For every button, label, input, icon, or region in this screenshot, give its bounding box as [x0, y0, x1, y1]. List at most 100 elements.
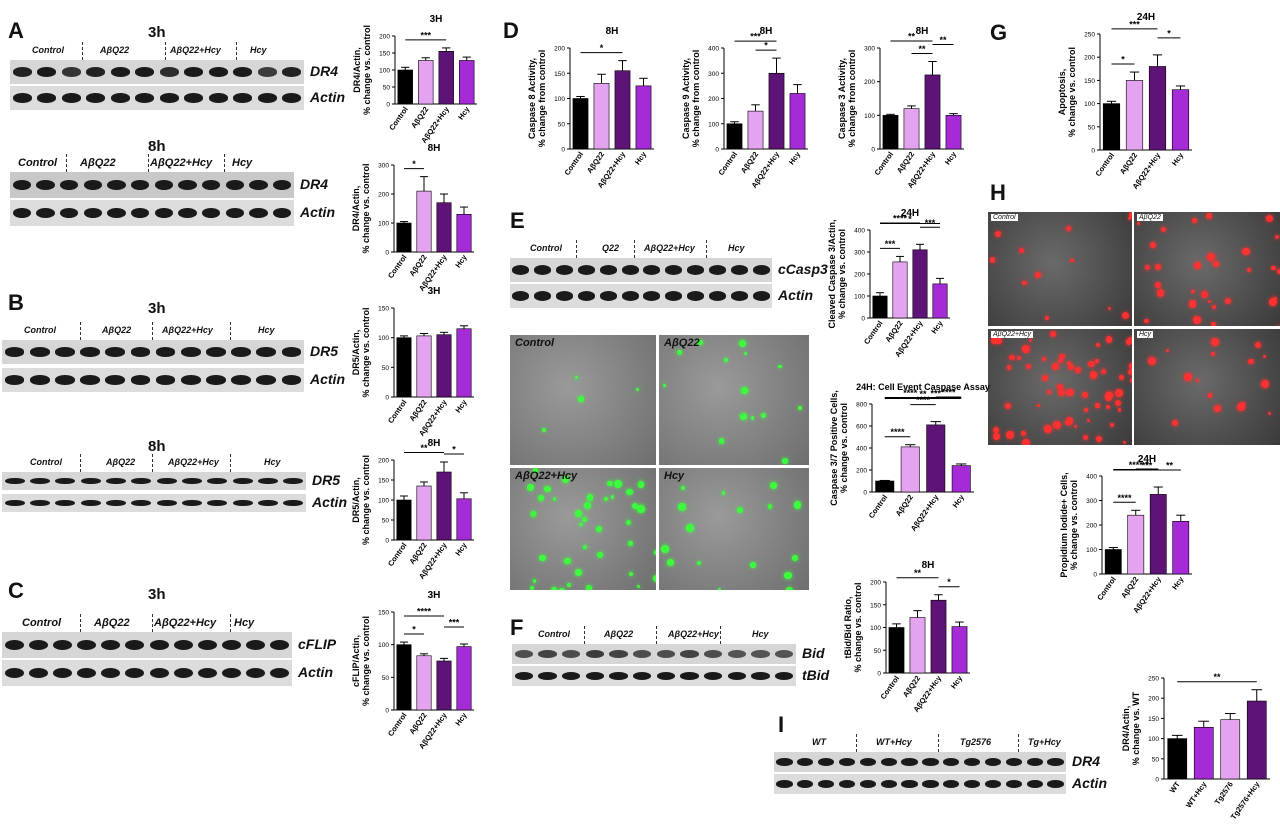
blot-band [173, 640, 193, 650]
blot-band [4, 499, 25, 507]
blot-band [256, 375, 277, 385]
fluorescent-cell [992, 426, 999, 433]
blot-band [149, 668, 169, 678]
y-tick-label: 600 [856, 424, 867, 431]
x-tick-label: Hcy [453, 540, 469, 557]
y-axis-label: DR4/Actin,% change vs. WT [1121, 691, 1141, 765]
blot-band [130, 180, 150, 190]
blot-separator [856, 734, 857, 752]
blot-band [222, 668, 241, 678]
blot-band [556, 265, 574, 275]
y-tick-label: 100 [378, 498, 389, 505]
blot-band [534, 265, 552, 275]
blot-band [599, 265, 617, 275]
y-tick-label: 0 [1091, 148, 1095, 155]
blot-band [83, 208, 103, 218]
bar [436, 334, 452, 398]
significance-label: * [600, 43, 604, 53]
y-axis-label-line: cFLIP/Actin, [351, 635, 361, 687]
fluorescent-cell [1114, 399, 1122, 407]
fluorescent-cell [1144, 318, 1149, 324]
blot-band [37, 67, 57, 77]
blot-band [107, 208, 126, 218]
x-tick-label: Hcy [929, 318, 945, 335]
blot-band [281, 347, 302, 357]
bar [768, 72, 785, 150]
blot-band [55, 477, 76, 485]
bar-chart: 3H DR5/Actin,% change vs. control 0 50 100 15… [351, 286, 474, 438]
y-axis-label: Caspase 3 Activity,% change from control [837, 50, 857, 148]
blot-band [12, 67, 32, 77]
blot-band [609, 650, 628, 658]
blot-band [105, 375, 126, 385]
blot-band [246, 640, 266, 650]
blot-protein-label: cFLIP [298, 636, 337, 652]
bar [396, 644, 412, 711]
blot-group-label: Control [18, 157, 58, 169]
fluorescent-cell [628, 541, 633, 546]
fluorescent-cell [697, 339, 703, 346]
fluorescent-cell [994, 230, 1002, 237]
blot-band [178, 180, 197, 190]
western-blot [774, 752, 1066, 794]
y-tick-label: 0 [877, 671, 881, 678]
blot-band [665, 291, 683, 301]
fluorescent-cell [1074, 366, 1081, 373]
y-tick-label: 300 [378, 163, 389, 170]
blot-strip [774, 752, 1066, 772]
micrograph: AβQ22 [659, 335, 809, 465]
fluorescent-cell [1066, 226, 1071, 232]
bar-chart: 8H tBid/Bid Ratio,% change vs. control 0 50… [843, 560, 970, 714]
bar [892, 261, 908, 319]
fluorescent-cell [1083, 435, 1089, 440]
blot-strip [774, 774, 1066, 794]
y-axis-label-line: Apoptosis, [1057, 69, 1067, 116]
fluorescent-cell [770, 482, 777, 489]
fluorescent-cell [1207, 299, 1212, 304]
fluorescent-cell [1121, 311, 1129, 319]
chart-title: 3H [428, 590, 441, 601]
blot-band [561, 672, 581, 680]
significance-label: * [412, 159, 416, 169]
blot-band [512, 291, 530, 301]
blot-group-label: Control [30, 457, 62, 467]
bar [1220, 719, 1241, 780]
blot-band [4, 375, 25, 385]
fluorescent-cell [1213, 404, 1222, 412]
y-axis-label-line: % change vs. control [1069, 480, 1079, 570]
blot-band [180, 347, 201, 357]
blot-band [55, 347, 75, 357]
fluorescent-cell [736, 506, 744, 514]
fluorescent-cell [635, 388, 639, 392]
fluorescent-cell [607, 480, 613, 486]
fluorescent-cell [751, 416, 755, 420]
fluorescent-cell [597, 551, 604, 559]
fluorescent-cell [1127, 217, 1131, 221]
significance-label: ** [908, 32, 916, 42]
significance-label: **** [941, 388, 956, 398]
blot-band [730, 265, 748, 275]
blot-band [708, 265, 726, 275]
blot-group-label: AβQ22+Hcy [644, 243, 695, 253]
y-axis-label-line: % change vs. control [361, 455, 371, 545]
blot-separator [938, 734, 939, 752]
fluorescent-cell [1025, 364, 1031, 370]
blot-band [1026, 758, 1043, 766]
fluorescent-cell [567, 583, 572, 588]
blot-band [258, 499, 278, 507]
blot-separator [576, 240, 577, 258]
blot-band [249, 208, 268, 218]
fluorescent-cell [637, 480, 645, 488]
significance-label: *** [420, 30, 431, 40]
fluorescent-cell [1067, 363, 1075, 371]
fluorescent-cell [1127, 336, 1132, 342]
x-tick-label: Control [386, 253, 409, 280]
fluorescent-cell [527, 484, 534, 492]
blot-band [270, 640, 290, 650]
fluorescent-cell [721, 491, 725, 495]
blot-protein-label: Actin [778, 287, 813, 303]
x-tick-label: Hcy [949, 673, 965, 690]
fluorescent-cell [1247, 268, 1252, 273]
blot-band [643, 291, 661, 301]
blot-protein-label: Actin [298, 664, 333, 680]
